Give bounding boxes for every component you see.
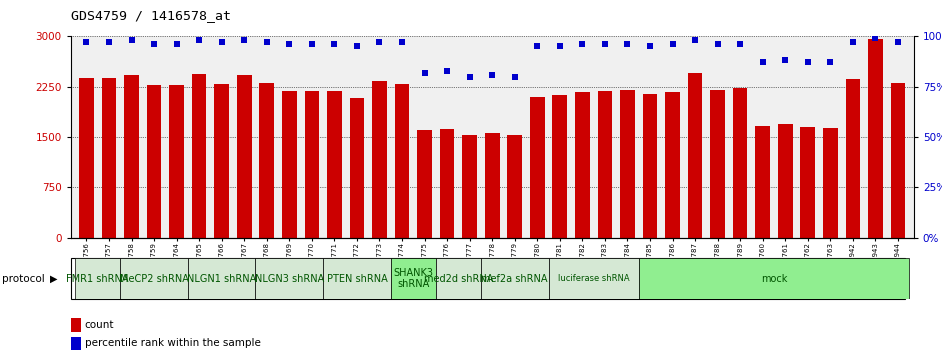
Text: med2d shRNA: med2d shRNA [424, 274, 493, 284]
Text: luciferase shRNA: luciferase shRNA [558, 274, 629, 283]
Text: GDS4759 / 1416578_at: GDS4759 / 1416578_at [71, 9, 231, 22]
Bar [79, 78, 94, 238]
Text: mef2a shRNA: mef2a shRNA [481, 274, 548, 284]
Bar [192, 74, 206, 238]
Bar [553, 95, 567, 238]
Text: ▶: ▶ [50, 274, 57, 284]
Bar [147, 85, 161, 238]
Bar [733, 88, 748, 238]
Bar [620, 90, 635, 238]
Text: count: count [85, 320, 114, 330]
Bar [755, 126, 770, 238]
Bar [71, 318, 81, 332]
Bar [436, 258, 481, 299]
Bar [869, 39, 883, 238]
Bar [395, 84, 410, 238]
Bar [215, 84, 229, 238]
Bar [236, 75, 252, 238]
Bar [801, 127, 815, 238]
Bar [508, 135, 522, 238]
Bar [417, 130, 431, 238]
Bar [323, 258, 391, 299]
Bar [121, 258, 187, 299]
Bar [372, 81, 387, 238]
Bar [846, 79, 860, 238]
Text: SHANK3
shRNA: SHANK3 shRNA [394, 268, 433, 289]
Bar [71, 337, 81, 350]
Bar [349, 98, 365, 238]
Text: PTEN shRNA: PTEN shRNA [327, 274, 387, 284]
Bar [823, 128, 837, 238]
Bar [642, 94, 658, 238]
Bar [639, 258, 909, 299]
Bar [187, 258, 255, 299]
Bar [597, 91, 612, 238]
Bar [481, 258, 548, 299]
Bar [665, 92, 680, 238]
Bar [463, 135, 477, 238]
Text: NLGN1 shRNA: NLGN1 shRNA [187, 274, 256, 284]
Bar [548, 258, 639, 299]
Bar [170, 85, 184, 238]
Bar [327, 91, 342, 238]
Bar [710, 90, 725, 238]
Bar [440, 129, 454, 238]
Bar [575, 92, 590, 238]
Text: MeCP2 shRNA: MeCP2 shRNA [120, 274, 188, 284]
Bar [255, 258, 323, 299]
Text: protocol: protocol [2, 274, 44, 284]
Bar [688, 73, 703, 238]
Text: percentile rank within the sample: percentile rank within the sample [85, 338, 261, 348]
Bar [102, 78, 116, 238]
Bar [530, 97, 544, 238]
Bar [391, 258, 436, 299]
Bar [124, 74, 138, 238]
Bar [778, 124, 792, 238]
Bar [890, 83, 905, 238]
Text: NLGN3 shRNA: NLGN3 shRNA [254, 274, 324, 284]
Bar [304, 91, 319, 238]
Text: mock: mock [761, 274, 788, 284]
Bar [75, 258, 121, 299]
Bar [259, 83, 274, 238]
Bar [485, 133, 499, 238]
Bar [282, 91, 297, 238]
Text: FMR1 shRNA: FMR1 shRNA [67, 274, 129, 284]
